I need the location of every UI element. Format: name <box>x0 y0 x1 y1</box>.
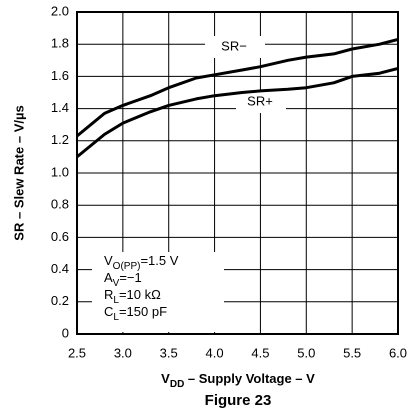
annotation-backing <box>92 252 224 332</box>
annotation-backing <box>236 91 286 113</box>
x-label-main: V <box>161 371 170 386</box>
y-tick-label: 1.0 <box>51 164 69 179</box>
condition-text: AV=−1 <box>104 270 142 288</box>
y-axis-label: SR – Slew Rate – V/µs <box>11 105 26 240</box>
condition-sub: V <box>113 278 120 289</box>
plot-frame <box>76 11 399 335</box>
x-tick-label: 6.0 <box>389 345 407 360</box>
condition-main: V <box>104 253 113 268</box>
y-tick-label: 1.6 <box>51 68 69 83</box>
x-tick-label: 3.5 <box>160 345 178 360</box>
x-tick-label: 5.0 <box>297 345 315 360</box>
y-tick-label: 1.8 <box>51 36 69 51</box>
annotation-backing <box>205 36 265 58</box>
condition-text: RL=10 kΩ <box>104 287 161 305</box>
y-tick-label: 2.0 <box>51 3 69 18</box>
y-tick-label: 0.2 <box>51 293 69 308</box>
condition-rest: =150 pF <box>119 304 167 319</box>
condition-text: VO(PP)=1.5 V <box>104 253 179 271</box>
condition-rest: =1.5 V <box>140 253 178 268</box>
condition-text: CL=150 pF <box>104 304 167 322</box>
y-tick-label: 0.4 <box>51 261 69 276</box>
condition-main: R <box>104 287 113 302</box>
condition-sub: L <box>113 312 119 323</box>
y-tick-label: 0.6 <box>51 229 69 244</box>
x-axis-label: VDD – Supply Voltage – V <box>161 371 315 389</box>
x-tick-label: 2.5 <box>68 345 86 360</box>
figure-caption: Figure 23 <box>205 392 272 409</box>
series-label: SR+ <box>247 93 273 108</box>
x-label-sub: DD <box>170 379 184 390</box>
condition-main: C <box>104 304 113 319</box>
condition-sub: O(PP) <box>113 261 141 272</box>
y-tick-label: 0 <box>62 325 69 340</box>
x-tick-label: 4.0 <box>206 345 224 360</box>
condition-rest: =−1 <box>119 270 141 285</box>
x-tick-label: 4.5 <box>251 345 269 360</box>
condition-main: A <box>104 270 113 285</box>
y-tick-label: 0.8 <box>51 197 69 212</box>
condition-sub: L <box>113 295 119 306</box>
x-tick-label: 3.0 <box>114 345 132 360</box>
condition-rest: =10 kΩ <box>119 287 161 302</box>
x-label-rest: – Supply Voltage – V <box>184 371 315 386</box>
series-label: SR− <box>221 38 247 53</box>
y-tick-label: 1.2 <box>51 132 69 147</box>
series-line <box>76 37 399 138</box>
y-tick-label: 1.4 <box>51 100 69 115</box>
series-line <box>76 66 399 159</box>
x-tick-label: 5.5 <box>343 345 361 360</box>
